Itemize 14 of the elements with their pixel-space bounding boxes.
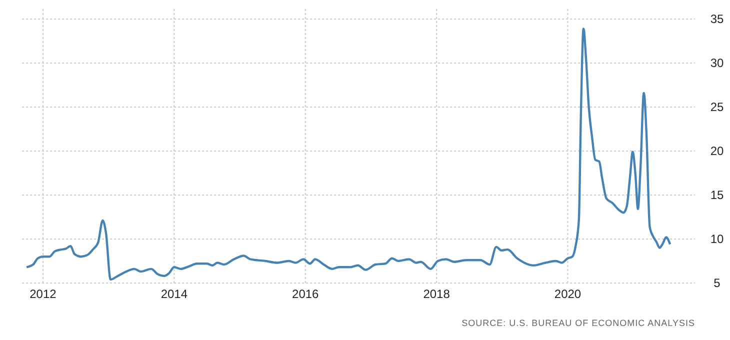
- y-tick-label: 15: [710, 188, 724, 202]
- line-series: [25, 28, 672, 281]
- y-tick-label: 20: [710, 144, 724, 158]
- x-tick-label: 2014: [160, 287, 188, 301]
- x-tick-label: 2020: [554, 287, 582, 301]
- x-tick-label: 2018: [423, 287, 450, 301]
- x-tick-label: 2012: [30, 287, 57, 301]
- y-tick-label: 30: [710, 56, 724, 70]
- y-tick-label: 25: [710, 100, 724, 114]
- x-tick-label: 2016: [292, 287, 320, 301]
- y-tick-label: 5: [714, 276, 721, 290]
- y-tick-label: 10: [710, 232, 724, 246]
- y-tick-label: 35: [710, 12, 724, 26]
- source-note: SOURCE: U.S. BUREAU OF ECONOMIC ANALYSIS: [462, 318, 695, 328]
